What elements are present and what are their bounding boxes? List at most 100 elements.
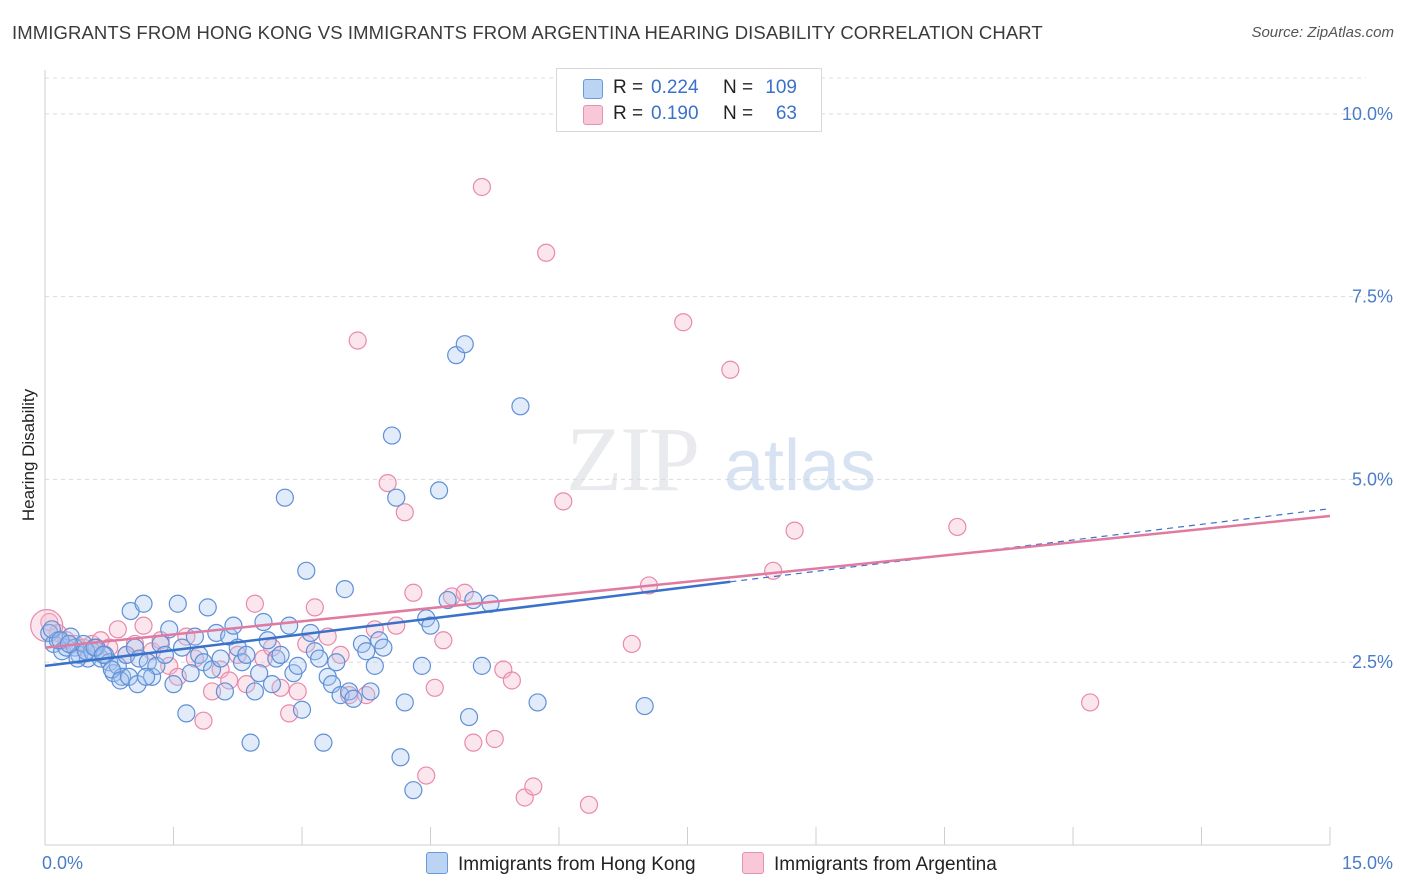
legend-swatch-blue bbox=[426, 852, 448, 874]
legend-row-hongkong: R = 0.224 N = 109 bbox=[557, 75, 821, 101]
data-point-argentina bbox=[425, 678, 444, 697]
data-point-hongkong bbox=[245, 682, 264, 701]
y-tick-label: 2.5% bbox=[1352, 652, 1393, 672]
data-point-hongkong bbox=[155, 645, 175, 665]
trend-lines bbox=[44, 508, 1331, 668]
legend-item-hongkong: Immigrants from Hong Kong bbox=[426, 852, 696, 876]
data-point-argentina bbox=[785, 521, 804, 540]
data-point-argentina bbox=[554, 492, 573, 511]
data-point-hongkong bbox=[254, 612, 273, 632]
data-point-argentina bbox=[378, 473, 397, 493]
data-point-hongkong bbox=[387, 488, 406, 507]
data-point-hongkong bbox=[438, 590, 457, 610]
legend-r-label: R = bbox=[613, 103, 644, 124]
data-point-hongkong bbox=[215, 682, 234, 701]
data-point-argentina bbox=[387, 616, 406, 635]
legend-row-argentina: R = 0.190 N = 63 bbox=[557, 101, 821, 127]
legend-n-value: 109 bbox=[765, 77, 797, 98]
data-point-hongkong bbox=[528, 693, 547, 712]
data-point-hongkong bbox=[635, 696, 654, 716]
series-hongkong-points bbox=[40, 335, 654, 800]
data-point-argentina bbox=[472, 177, 491, 197]
data-point-argentina bbox=[395, 503, 414, 522]
data-point-hongkong bbox=[177, 704, 196, 723]
data-point-argentina bbox=[245, 594, 264, 613]
series-legend: Immigrants from Hong Kong Immigrants fro… bbox=[0, 852, 1406, 876]
data-point-hongkong bbox=[288, 656, 307, 675]
data-point-hongkong bbox=[335, 580, 354, 599]
data-point-hongkong bbox=[224, 616, 243, 635]
data-point-hongkong bbox=[464, 590, 483, 610]
data-point-argentina bbox=[721, 360, 740, 379]
data-point-hongkong bbox=[134, 594, 153, 613]
data-point-argentina bbox=[417, 766, 436, 785]
data-point-hongkong bbox=[262, 675, 282, 694]
data-point-hongkong bbox=[357, 642, 376, 661]
y-tick-label: 7.5% bbox=[1352, 287, 1393, 307]
trend-line-hongkong bbox=[44, 580, 731, 668]
data-point-argentina bbox=[1081, 693, 1100, 712]
data-point-argentina bbox=[579, 795, 599, 814]
grid-lines bbox=[45, 77, 1366, 663]
data-point-hongkong bbox=[297, 561, 316, 580]
data-point-argentina bbox=[948, 517, 967, 537]
data-point-argentina bbox=[674, 313, 693, 332]
trend-line-argentina bbox=[44, 514, 1331, 649]
data-point-hongkong bbox=[314, 733, 333, 752]
data-point-hongkong bbox=[344, 689, 363, 708]
data-point-argentina bbox=[537, 243, 556, 262]
data-point-hongkong bbox=[181, 664, 200, 683]
data-point-hongkong bbox=[275, 488, 294, 507]
data-point-argentina bbox=[202, 682, 222, 701]
chart-title: IMMIGRANTS FROM HONG KONG VS IMMIGRANTS … bbox=[12, 22, 1043, 43]
y-axis-label: Hearing Disability bbox=[19, 388, 38, 521]
data-point-argentina bbox=[288, 682, 307, 701]
legend-item-argentina: Immigrants from Argentina bbox=[742, 852, 997, 876]
data-point-hongkong bbox=[421, 616, 440, 635]
data-point-hongkong bbox=[429, 481, 449, 500]
legend-r-label: R = bbox=[613, 77, 644, 98]
data-point-hongkong bbox=[211, 649, 230, 668]
legend-swatch-pink bbox=[742, 852, 764, 874]
data-point-argentina bbox=[485, 729, 504, 749]
data-point-hongkong bbox=[455, 335, 474, 354]
legend-label-argentina: Immigrants from Argentina bbox=[774, 854, 997, 875]
data-point-argentina bbox=[348, 331, 367, 350]
data-point-hongkong bbox=[164, 675, 183, 694]
data-point-argentina bbox=[404, 583, 423, 602]
x-tick-label: 15.0% bbox=[1342, 853, 1393, 873]
data-point-argentina bbox=[502, 671, 521, 690]
data-point-hongkong bbox=[459, 707, 479, 727]
tick-labels: 2.5% 5.0% 7.5% 10.0% 0.0% 15.0% bbox=[42, 104, 1393, 873]
legend-n-label: N = bbox=[723, 77, 754, 98]
data-point-hongkong bbox=[250, 664, 269, 683]
legend-n-label: N = bbox=[723, 103, 754, 124]
data-point-hongkong bbox=[198, 598, 217, 617]
data-point-hongkong bbox=[472, 656, 491, 675]
legend-n-value: 63 bbox=[775, 103, 797, 124]
legend-swatch-blue bbox=[583, 79, 603, 99]
data-point-hongkong bbox=[404, 781, 423, 800]
legend-r-value: 0.190 bbox=[651, 103, 699, 124]
data-point-hongkong bbox=[374, 638, 393, 657]
data-point-hongkong bbox=[395, 693, 414, 712]
x-tick-label: 0.0% bbox=[42, 853, 83, 873]
data-point-hongkong bbox=[142, 667, 162, 686]
data-point-hongkong bbox=[310, 649, 329, 668]
data-point-argentina bbox=[622, 634, 641, 654]
watermark-zip: ZIP bbox=[566, 408, 698, 510]
data-point-hongkong bbox=[280, 616, 299, 635]
trend-line-hongkong-extension bbox=[730, 508, 1331, 583]
data-point-hongkong bbox=[511, 397, 530, 416]
legend-swatch-pink bbox=[583, 105, 603, 125]
data-point-hongkong bbox=[391, 748, 410, 767]
stats-legend: R = 0.224 N = 109 R = 0.190 N = 63 bbox=[556, 68, 822, 132]
legend-r-value: 0.224 bbox=[651, 77, 699, 98]
data-point-hongkong bbox=[382, 426, 402, 445]
data-point-argentina bbox=[108, 620, 127, 639]
y-tick-label: 5.0% bbox=[1352, 469, 1393, 489]
data-point-hongkong bbox=[237, 645, 256, 665]
data-point-hongkong bbox=[365, 656, 384, 675]
data-point-hongkong bbox=[361, 682, 380, 701]
